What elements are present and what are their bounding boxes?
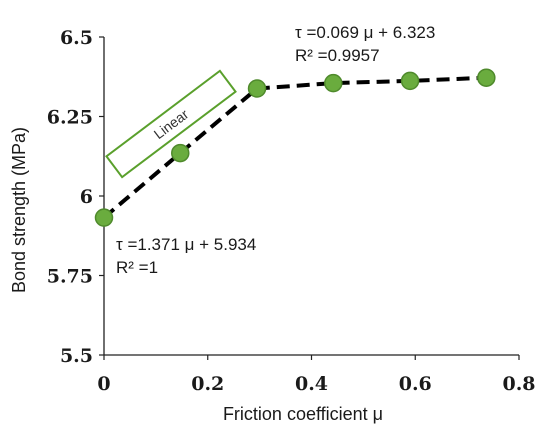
x-tick-label: 0.4 bbox=[295, 373, 328, 395]
series-line bbox=[102, 75, 487, 220]
y-tick-label: 6 bbox=[80, 186, 93, 208]
y-tick-label: 6.25 bbox=[47, 107, 93, 129]
data-point bbox=[171, 143, 190, 163]
lower-fit-equation: τ =1.371 μ + 5.934 bbox=[116, 235, 256, 254]
lower-fit-r2: R² =1 bbox=[116, 258, 158, 277]
linear-region-box bbox=[105, 69, 237, 179]
x-tick-label: 0.6 bbox=[399, 373, 432, 395]
axes bbox=[103, 37, 519, 356]
y-axis-label: Bond strength (MPa) bbox=[9, 127, 29, 293]
series bbox=[94, 68, 496, 227]
x-tick-label: 0.8 bbox=[502, 373, 535, 395]
x-tick-label: 0 bbox=[97, 373, 110, 395]
y-tick-label: 6.5 bbox=[60, 27, 93, 49]
x-axis-label: Friction coefficient μ bbox=[223, 404, 383, 424]
data-point bbox=[400, 71, 420, 91]
data-point bbox=[477, 68, 496, 87]
data-point bbox=[94, 208, 114, 227]
upper-fit-r2: R² =0.9957 bbox=[295, 46, 380, 65]
x-tick-label: 0.2 bbox=[191, 373, 224, 395]
data-point bbox=[324, 73, 343, 93]
x-ticks: 0 0.2 0.4 0.6 0.8 bbox=[97, 355, 536, 395]
data-point bbox=[247, 79, 267, 98]
y-tick-label: 5.75 bbox=[47, 266, 93, 288]
y-ticks: 5.5 5.75 6 6.25 6.5 bbox=[47, 27, 104, 367]
y-tick-label: 5.5 bbox=[60, 345, 93, 367]
upper-fit-equation: τ =0.069 μ + 6.323 bbox=[295, 23, 435, 42]
linear-region-text: Linear bbox=[151, 106, 192, 142]
